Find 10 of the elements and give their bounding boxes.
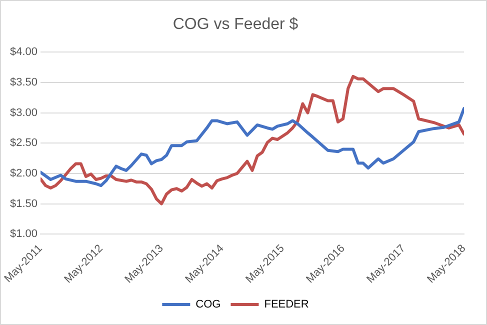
y-tick-label: $2.00 [10,167,38,180]
y-tick-label: $1.00 [10,228,38,240]
legend-label: FEEDER [264,298,309,311]
y-tick-label: $1.50 [10,198,38,210]
y-tick-label: $4.00 [10,46,38,58]
y-tick-label: $3.00 [10,106,38,119]
y-tick-label: $3.50 [10,76,38,89]
chart-title: COG vs Feeder $ [172,16,298,34]
legend-label: COG [196,298,221,311]
y-tick-label: $2.50 [10,137,38,150]
